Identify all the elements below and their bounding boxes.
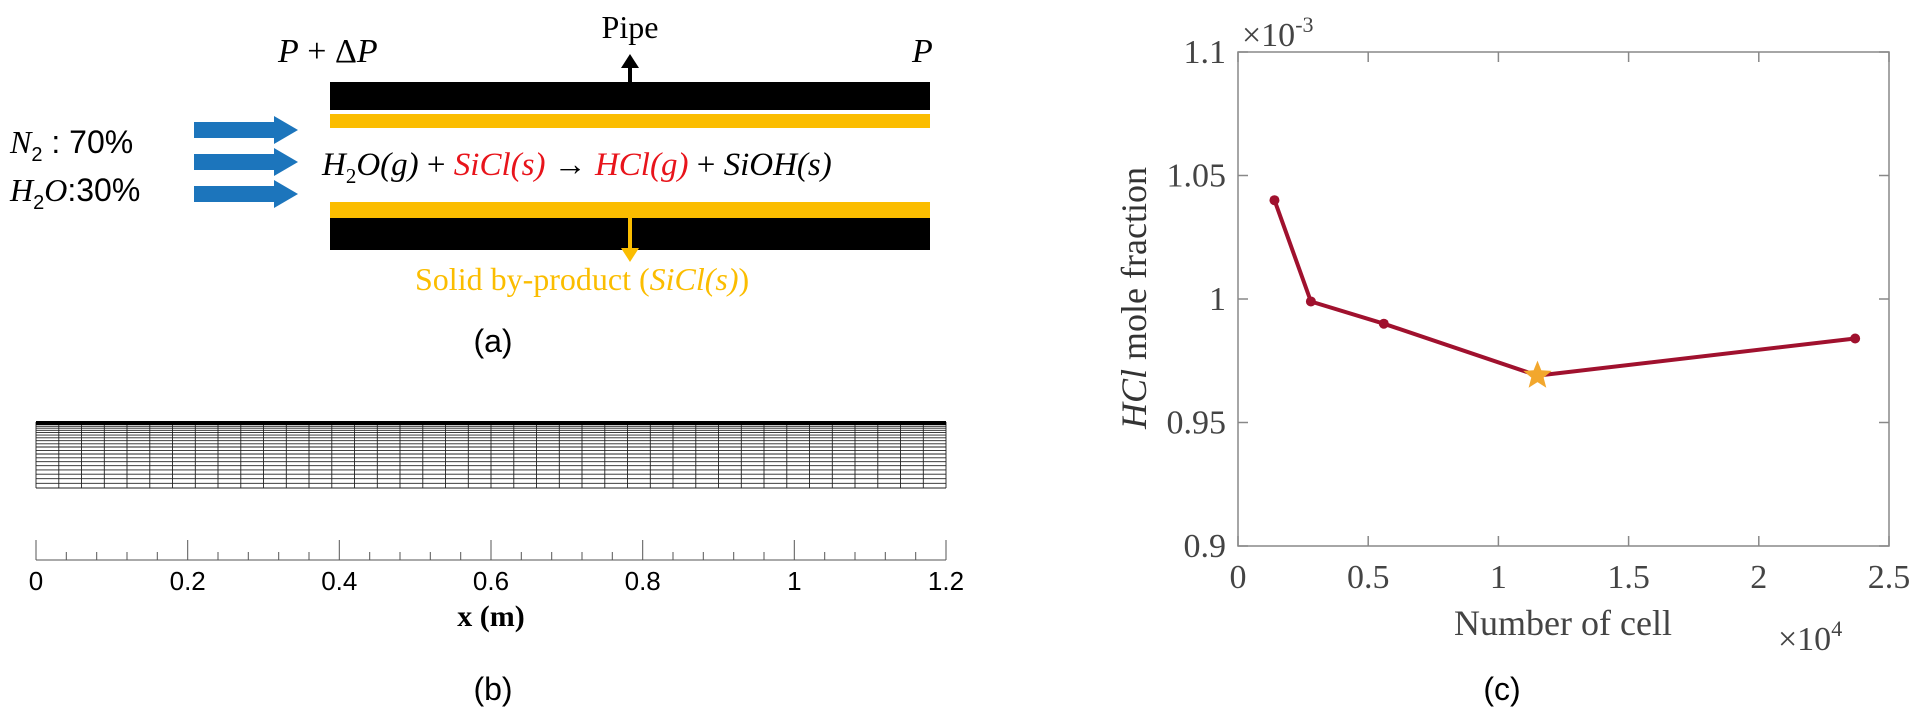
mesh-grid [35, 421, 947, 489]
mesh-tick-label: 1.2 [928, 566, 964, 596]
flow-arrow-2-shaft [194, 154, 276, 170]
byproduct-label: Solid by-product (SiCl(s)) [415, 261, 749, 297]
y-tick-labels: 0.9 0.95 1 1.05 1.1 [1167, 34, 1227, 565]
mesh-xlabel: x (m) [457, 600, 524, 633]
inflow-arrows [194, 116, 298, 208]
y-tick-label: 1.05 [1167, 158, 1227, 195]
x-tick-label: 1.5 [1607, 559, 1650, 596]
mesh-top-edge [36, 421, 946, 425]
mesh-tick-label: 0 [29, 566, 43, 596]
panel-b: 0 0.2 0.4 0.6 0.8 1 1.2 x (m) (b) [29, 421, 964, 707]
pipe-bottom-liner [330, 202, 930, 218]
mesh-axis-tick-labels: 0 0.2 0.4 0.6 0.8 1 1.2 [29, 566, 964, 596]
byproduct-arrow-head [621, 248, 639, 262]
outlet-pressure: P [911, 33, 933, 70]
y-tick-label: 0.95 [1167, 405, 1227, 442]
plot-frame [1237, 51, 1890, 547]
data-point [1850, 333, 1861, 344]
x-tick-label: 0 [1230, 559, 1247, 596]
data-point [1378, 318, 1389, 329]
x-tick-label: 2.5 [1868, 559, 1909, 596]
reactant-sicl: SiCl(s) [454, 147, 546, 183]
pipe-top-wall [330, 82, 930, 110]
y-tick-label: 1.1 [1184, 34, 1227, 71]
data-point [1269, 195, 1280, 206]
flow-arrow-1-head [274, 116, 298, 144]
x-tick-label: 2 [1750, 559, 1767, 596]
product-hcl: HCl(g) [594, 147, 689, 183]
flow-arrow-2-head [274, 148, 298, 176]
caption-c: (c) [1483, 671, 1520, 707]
reaction-equation: H2O(g) + SiCl(s) → HCl(g) + SiOH(s) [321, 147, 832, 188]
data-point [1305, 296, 1316, 307]
caption-a: (a) [473, 323, 512, 359]
pipe-arrow-head [621, 54, 639, 68]
plot-ylabel: HCl mole fraction [1114, 167, 1154, 430]
caption-b: (b) [473, 671, 512, 707]
flow-arrow-1-shaft [194, 122, 276, 138]
mesh-tick-label: 1 [787, 566, 801, 596]
data-point-star [1523, 360, 1552, 388]
x-tick-label: 0.5 [1347, 559, 1390, 596]
mesh-axis-ticks [35, 540, 947, 560]
mesh-tick-label: 0.4 [321, 566, 357, 596]
mesh-tick-label: 0.2 [170, 566, 206, 596]
feed-n2: N2 : 70% [9, 124, 133, 166]
y-exponent: ×10-3 [1242, 12, 1314, 54]
flow-arrow-3-shaft [194, 186, 276, 202]
series-line [1272, 199, 1856, 378]
plot-ticks [1237, 51, 1890, 547]
y-tick-label: 0.9 [1184, 528, 1227, 565]
mesh-tick-label: 0.6 [473, 566, 509, 596]
feed-h2o: H2O:30% [9, 172, 140, 214]
pipe-label: Pipe [602, 9, 659, 45]
flow-arrow-3-head [274, 180, 298, 208]
pipe-top-liner [330, 114, 930, 128]
x-tick-labels: 0 0.5 1 1.5 2 2.5 [1230, 559, 1909, 596]
inlet-pressure: P + ΔP [277, 33, 378, 70]
x-tick-label: 1 [1490, 559, 1507, 596]
plot-xlabel: Number of cell [1454, 603, 1672, 643]
panel-a: Pipe P + ΔP P N2 : 70% H2O:30% H2O(g) + … [9, 9, 933, 359]
x-exponent: ×104 [1778, 616, 1842, 658]
y-tick-label: 1 [1209, 281, 1226, 318]
mesh-tick-label: 0.8 [625, 566, 661, 596]
series-hcl [1269, 195, 1861, 388]
